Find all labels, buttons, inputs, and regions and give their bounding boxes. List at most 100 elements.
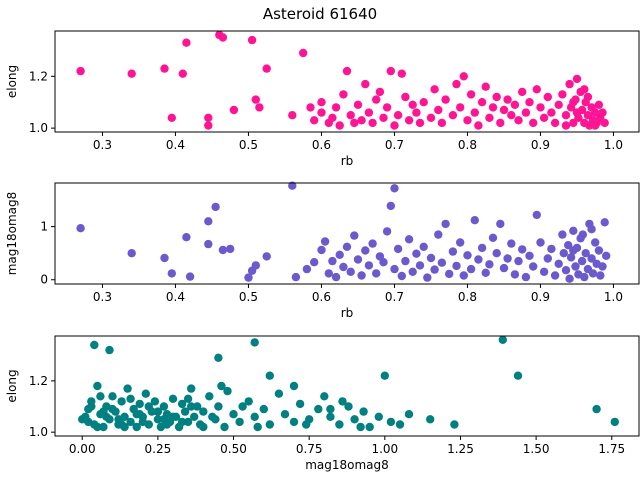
scatter-point (591, 238, 600, 247)
scatter-point (178, 69, 187, 78)
scatter-point (374, 412, 383, 421)
scatter-panel-3: 0.00 0.25 0.50 0.75 1.00 1.25 1.50 1.75 1.0 1.2 ma… (5, 335, 640, 472)
scatter-point (372, 95, 381, 104)
scatter-point (153, 415, 163, 424)
scatter-point (426, 415, 435, 424)
x-tick-label: 0.8 (458, 290, 477, 304)
scatter-point (583, 92, 593, 102)
scatter-point (331, 103, 341, 112)
scatter-point (452, 261, 461, 271)
scatter-point (503, 95, 512, 104)
x-tick-label: 1.25 (447, 442, 474, 456)
scatter-point (364, 108, 374, 117)
scatter-point (448, 247, 458, 256)
scatter-point (289, 381, 299, 391)
scatter-point (132, 422, 141, 432)
scatter-point (138, 417, 147, 427)
scatter-point (350, 415, 359, 424)
scatter-point (317, 98, 326, 107)
scatter-point (577, 105, 587, 115)
scatter-point (375, 87, 385, 97)
scatter-point (187, 384, 196, 393)
scatter-point (150, 397, 160, 406)
scatter-point (344, 402, 353, 411)
scatter-point (580, 272, 589, 282)
scatter-point (289, 417, 299, 427)
scatter-point (580, 85, 589, 94)
scatter-point (250, 412, 259, 421)
scatter-point (532, 85, 541, 94)
scatter-point (423, 273, 432, 282)
scatter-point (76, 224, 85, 233)
scatter-point (310, 116, 319, 125)
scatter-point (141, 389, 150, 398)
scatter-point (565, 274, 574, 283)
scatter-point (220, 422, 229, 432)
x-tick-label: 0.7 (385, 138, 404, 152)
scatter-point (539, 113, 549, 123)
scatter-point (426, 253, 436, 263)
scatter-point (610, 417, 619, 427)
scatter-point (108, 392, 117, 401)
scatter-point (302, 420, 311, 429)
x-tick-label: 0.3 (93, 138, 112, 152)
scatter-point (361, 246, 370, 255)
scatter-point (317, 245, 326, 255)
scatter-point (481, 82, 490, 91)
scatter-point (499, 105, 509, 115)
scatter-point (160, 253, 169, 263)
scatter-point (382, 227, 392, 236)
scatter-point (408, 267, 417, 276)
scatter-point (445, 269, 454, 279)
data-points (78, 335, 619, 432)
scatter-point (594, 100, 604, 110)
scatter-point (204, 217, 213, 226)
axes-frame (54, 30, 640, 133)
scatter-point (386, 417, 396, 427)
scatter-point (183, 417, 193, 427)
scatter-point (415, 261, 425, 270)
scatter-point (565, 79, 574, 89)
scatter-point (513, 371, 523, 380)
scatter-point (558, 230, 567, 239)
x-tick-label: 0.5 (239, 138, 258, 152)
scatter-point (591, 108, 600, 117)
scatter-point (572, 74, 582, 84)
scatter-point (253, 422, 262, 432)
scatter-point (390, 264, 399, 274)
x-tick-label: 0.5 (239, 290, 258, 304)
scatter-point (532, 210, 541, 220)
scatter-point (561, 266, 571, 275)
scatter-point (456, 238, 465, 247)
y-axis-label: elong (5, 369, 19, 402)
scatter-point (492, 249, 501, 258)
scatter-point (452, 79, 461, 89)
scatter-point (521, 272, 531, 282)
scatter-point (346, 111, 355, 120)
scatter-point (404, 116, 414, 125)
scatter-point (463, 116, 472, 125)
scatter-point (229, 105, 239, 115)
x-tick-label: 1.00 (371, 442, 398, 456)
scatter-point (581, 249, 590, 258)
scatter-point (87, 402, 96, 411)
scatter-point (518, 245, 527, 254)
scatter-point (569, 226, 578, 235)
y-tick-label: 1.2 (29, 69, 48, 83)
x-axis-label: mag18omag8 (305, 458, 389, 472)
scatter-point (547, 108, 556, 117)
y-tick-label: 1 (40, 220, 48, 234)
scatter-point (259, 404, 268, 414)
scatter-point (539, 267, 549, 276)
scatter-point (251, 261, 260, 270)
y-axis-label: mag18omag8 (5, 192, 19, 276)
scatter-point (591, 121, 600, 130)
x-tick-label: 1.0 (604, 290, 623, 304)
scatter-point (223, 386, 232, 396)
scatter-point (577, 256, 587, 266)
scatter-point (105, 345, 114, 355)
scatter-point (153, 407, 163, 416)
scatter-point (255, 103, 264, 112)
x-tick-label: 0.8 (458, 138, 477, 152)
scatter-point (598, 262, 607, 271)
